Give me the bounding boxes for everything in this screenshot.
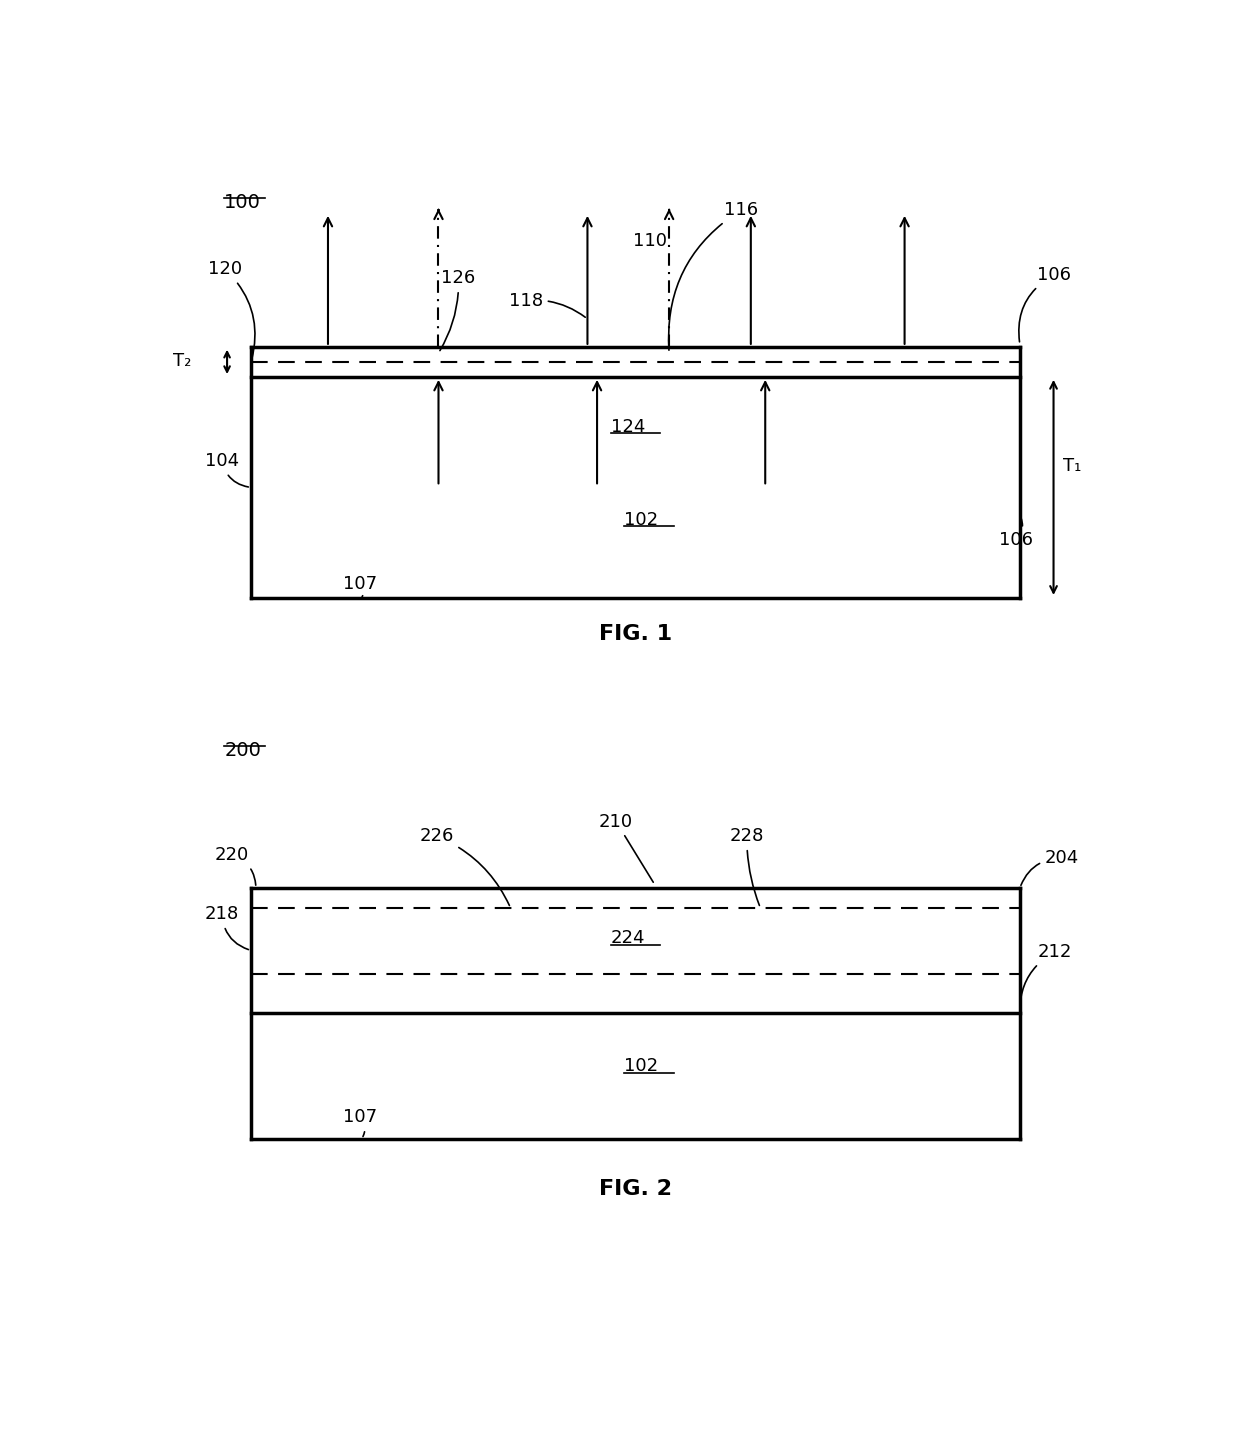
Text: FIG. 2: FIG. 2	[599, 1179, 672, 1200]
Text: FIG. 1: FIG. 1	[599, 623, 672, 643]
Text: 228: 228	[729, 827, 764, 906]
Text: 116: 116	[668, 201, 758, 351]
Text: 106: 106	[1019, 265, 1071, 342]
Text: 100: 100	[224, 193, 262, 212]
Text: 120: 120	[208, 261, 255, 359]
Text: 226: 226	[419, 827, 510, 906]
Text: 204: 204	[1021, 849, 1079, 885]
Text: 102: 102	[624, 510, 658, 529]
Text: 212: 212	[1019, 943, 1071, 1010]
Text: 124: 124	[610, 419, 645, 436]
Text: 220: 220	[215, 846, 255, 885]
Text: 107: 107	[343, 575, 377, 598]
Text: 107: 107	[343, 1108, 377, 1136]
Text: T₁: T₁	[1063, 458, 1081, 475]
Text: 126: 126	[440, 270, 476, 351]
Text: 210: 210	[599, 813, 653, 882]
Text: 224: 224	[610, 929, 645, 948]
Text: 110: 110	[632, 232, 667, 249]
Text: 104: 104	[205, 452, 248, 487]
Text: T₂: T₂	[174, 352, 191, 371]
Text: 102: 102	[624, 1058, 658, 1075]
Text: 218: 218	[205, 906, 248, 949]
Text: 106: 106	[998, 517, 1033, 549]
Text: 200: 200	[224, 740, 262, 759]
Text: 118: 118	[508, 291, 585, 317]
